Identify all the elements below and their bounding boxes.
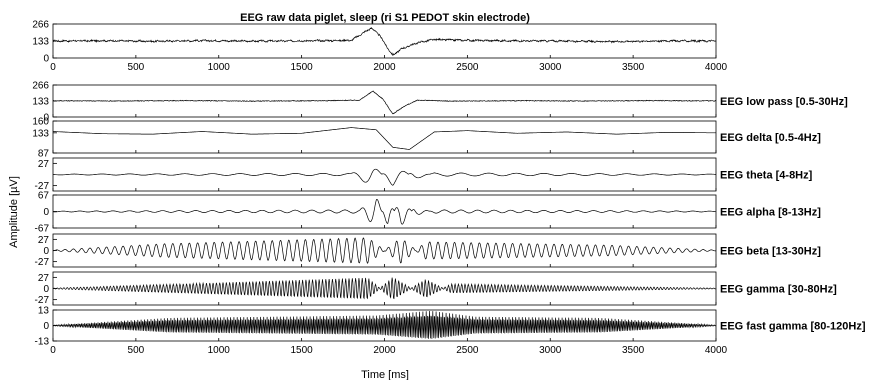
y-tick-label: 133 bbox=[32, 128, 49, 139]
panel-6: 270-27 EEG beta [13-30Hz] bbox=[35, 233, 821, 268]
y-tick-label: -27 bbox=[35, 295, 50, 306]
x-tick-label: 4000 bbox=[705, 345, 728, 356]
y-tick-label: 0 bbox=[43, 113, 49, 124]
x-tick-label: 0 bbox=[50, 62, 56, 73]
y-tick-label: 133 bbox=[32, 37, 49, 48]
band-label: EEG low pass [0.5-30Hz] bbox=[720, 96, 848, 108]
panel-7: 270-27 EEG gamma [30-80Hz] bbox=[35, 271, 837, 306]
signal-trace bbox=[52, 90, 717, 115]
y-tick-label: 0 bbox=[43, 207, 49, 218]
signal-trace bbox=[52, 168, 716, 186]
x-axis-label: Time [ms] bbox=[361, 369, 409, 380]
panel-2: 266 133 0 EEG low pass [0.5-30Hz] bbox=[32, 81, 848, 124]
x-tick-label: 1500 bbox=[291, 62, 314, 73]
band-label: EEG beta [13-30Hz] bbox=[720, 246, 821, 258]
y-tick-label: -13 bbox=[35, 337, 50, 348]
y-tick-label: 67 bbox=[38, 191, 50, 202]
signal-trace bbox=[53, 310, 717, 339]
signal-trace bbox=[53, 199, 717, 225]
band-label: EEG delta [0.5-4Hz] bbox=[720, 132, 821, 144]
y-tick-label: -67 bbox=[35, 224, 50, 235]
x-tick-label: 2500 bbox=[456, 62, 479, 73]
band-label: EEG alpha [8-13Hz] bbox=[720, 207, 821, 219]
band-label: EEG fast gamma [80-120Hz] bbox=[720, 321, 866, 333]
x-tick-label: 3000 bbox=[539, 345, 562, 356]
y-tick-label: 133 bbox=[32, 97, 49, 108]
y-tick-label: 0 bbox=[43, 284, 49, 295]
panel-frame bbox=[52, 194, 717, 229]
y-tick-label: 266 bbox=[32, 20, 49, 31]
panel-1: 266 133 00 500 1000 1500 2000 2500 3000 3500 4000 bbox=[32, 20, 727, 74]
y-tick-label: 87 bbox=[38, 149, 50, 160]
y-tick-label: 13 bbox=[38, 306, 50, 317]
y-tick-label: 27 bbox=[38, 159, 50, 170]
panel-4: 27 -27 EEG theta [4-8Hz] bbox=[35, 157, 813, 192]
x-tick-label: 2500 bbox=[456, 345, 479, 356]
x-tick-label: 500 bbox=[128, 345, 145, 356]
band-label: EEG gamma [30-80Hz] bbox=[720, 284, 837, 296]
signal-trace bbox=[52, 26, 717, 56]
x-tick-label: 4000 bbox=[705, 62, 728, 73]
x-tick-label: 3500 bbox=[622, 345, 645, 356]
signal-trace bbox=[53, 127, 716, 150]
y-tick-label: 27 bbox=[38, 235, 50, 246]
x-tick-label: 1000 bbox=[208, 345, 231, 356]
panel-frame bbox=[52, 120, 717, 154]
x-tick-label: 1500 bbox=[291, 345, 314, 356]
x-tick-label: 0 bbox=[50, 345, 56, 356]
x-tick-label: 500 bbox=[128, 62, 145, 73]
signal-trace bbox=[52, 277, 717, 300]
band-label: EEG theta [4-8Hz] bbox=[720, 170, 813, 182]
y-tick-label: 266 bbox=[32, 81, 49, 92]
panel-8: 130-130 500 1000 1500 2000 2500 3000 3500 4000EE… bbox=[35, 306, 866, 357]
y-axis-label: Amplitude [µV] bbox=[8, 176, 20, 248]
y-tick-label: 0 bbox=[43, 246, 49, 257]
x-tick-label: 3500 bbox=[622, 62, 645, 73]
x-tick-label: 3000 bbox=[539, 62, 562, 73]
y-tick-label: -27 bbox=[35, 181, 50, 192]
chart-title: EEG raw data piglet, sleep (ri S1 PEDOT … bbox=[240, 12, 530, 24]
x-tick-label: 2000 bbox=[373, 345, 396, 356]
y-tick-label: -27 bbox=[35, 257, 50, 268]
x-tick-label: 2000 bbox=[373, 62, 396, 73]
x-tick-label: 1000 bbox=[208, 62, 231, 73]
y-tick-label: 0 bbox=[43, 321, 49, 332]
panel-frame bbox=[52, 233, 717, 268]
y-tick-label: 160 bbox=[32, 117, 49, 128]
panel-5: 67 0 -67 EEG alpha [8-13Hz] bbox=[35, 191, 822, 235]
y-tick-label: 0 bbox=[43, 54, 49, 65]
y-tick-label: 27 bbox=[38, 273, 50, 284]
signal-trace bbox=[52, 237, 716, 264]
